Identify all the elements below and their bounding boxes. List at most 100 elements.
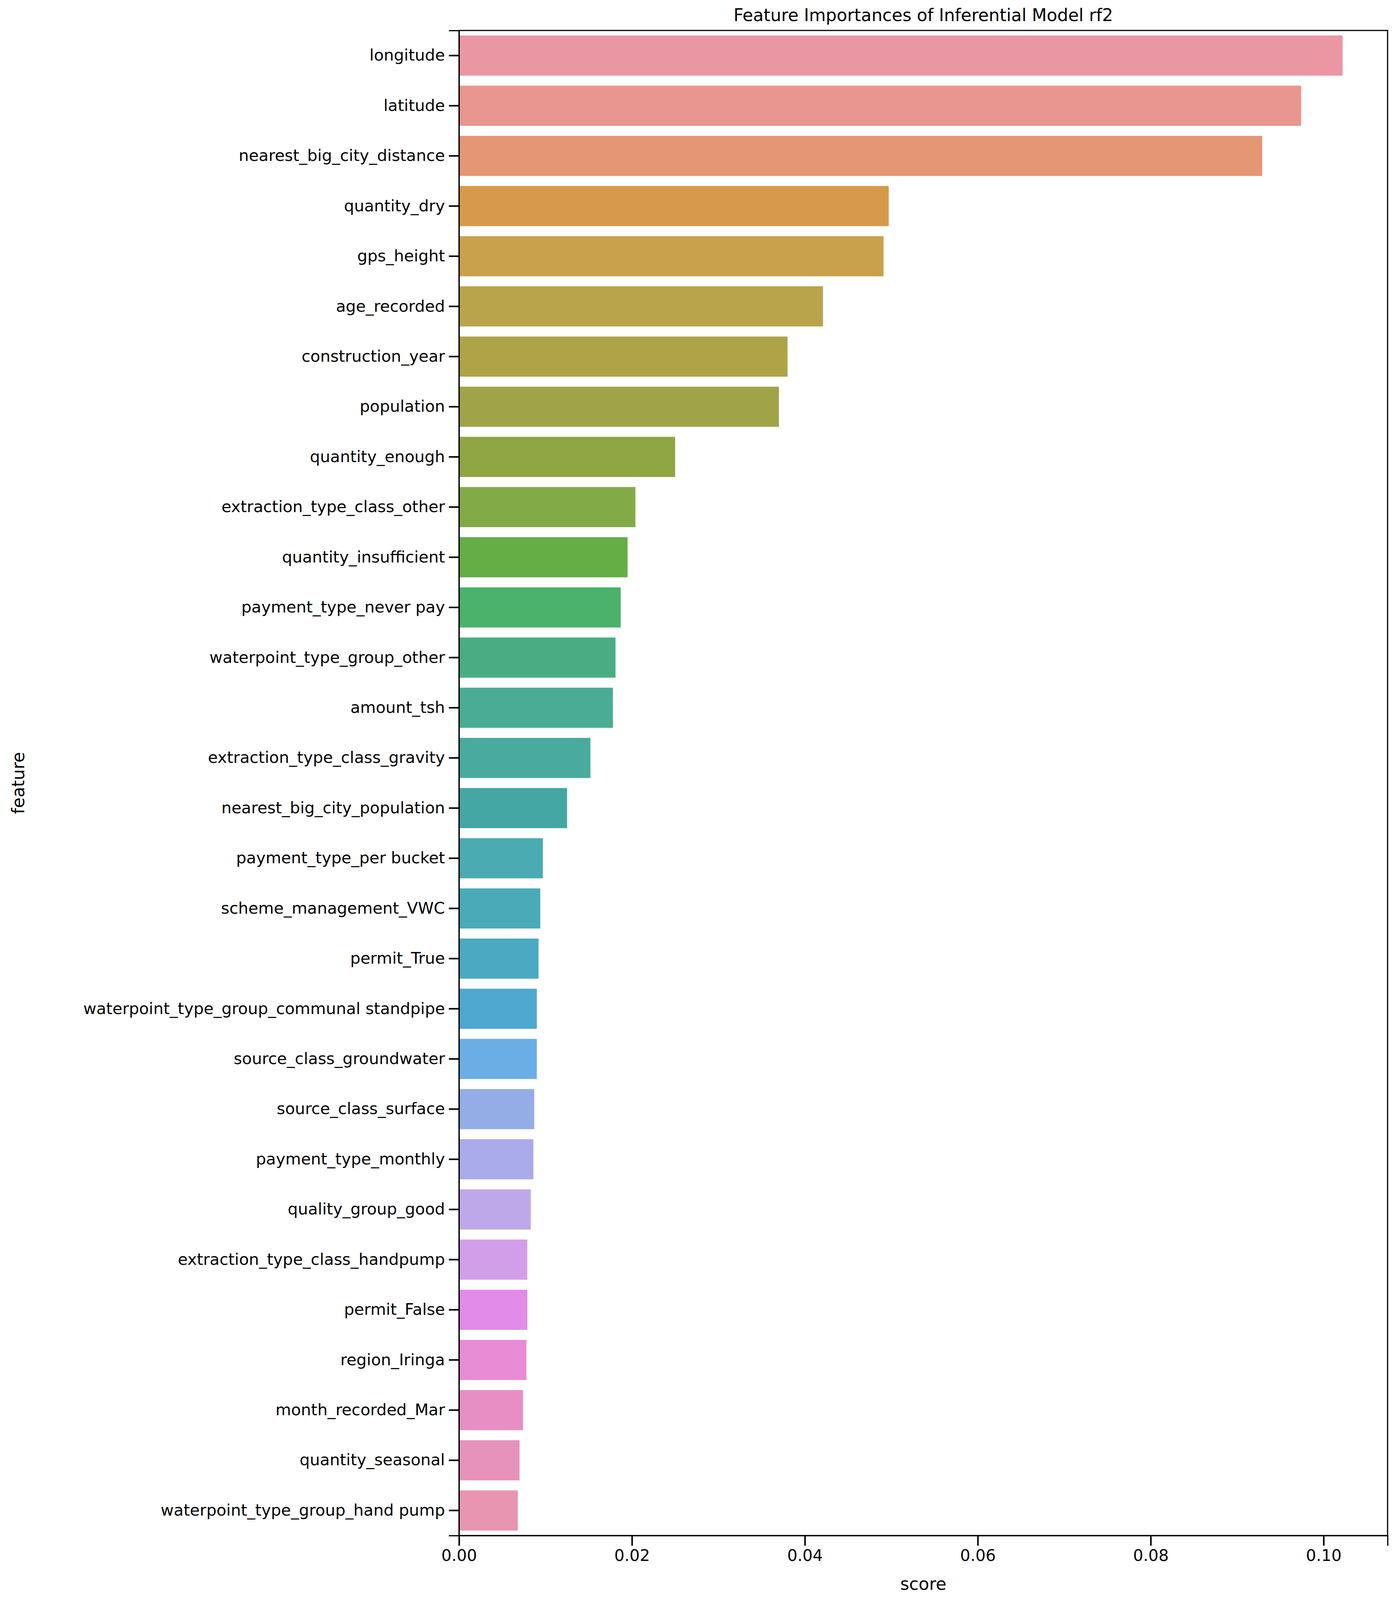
y-tick-label: age_recorded [335, 296, 445, 316]
x-tick-label: 0.02 [614, 1546, 650, 1565]
y-tick: month_recorded_Mar [275, 1400, 460, 1420]
y-tick-label: nearest_big_city_population [221, 798, 445, 818]
y-tick-label: nearest_big_city_distance [238, 146, 445, 165]
x-tick-label: 0.06 [960, 1546, 996, 1565]
x-tick-mark [804, 1535, 806, 1546]
y-tick: extraction_type_class_handpump [177, 1250, 460, 1269]
y-tick-label: source_class_surface [276, 1099, 445, 1119]
y-tick-mark [448, 1108, 460, 1110]
y-tick-mark [448, 405, 460, 408]
y-tick: quantity_enough [309, 447, 460, 467]
x-tick: 0.00 [441, 1535, 477, 1565]
y-tick: quantity_dry [343, 196, 460, 216]
y-tick: population [359, 396, 460, 416]
bar [459, 1440, 520, 1481]
y-tick: permit_False [344, 1300, 460, 1319]
bar [459, 637, 616, 678]
y-tick: nearest_big_city_distance [238, 146, 460, 165]
y-tick-mark [448, 1259, 460, 1261]
y-tick: amount_tsh [350, 698, 460, 717]
bar [459, 1390, 524, 1431]
bar [459, 1339, 527, 1381]
y-tick: waterpoint_type_group_hand pump [160, 1500, 460, 1520]
y-tick: permit_True [350, 948, 460, 968]
y-tick-label: scheme_management_VWC [221, 898, 445, 918]
x-tick-label: 0.00 [441, 1546, 477, 1565]
x-axis-title: score [900, 1573, 947, 1594]
y-tick-label: longitude [369, 45, 445, 65]
bar [459, 787, 568, 829]
x-tick: 0.08 [1132, 1535, 1169, 1565]
y-tick: region_Iringa [340, 1350, 460, 1370]
y-tick-label: extraction_type_class_other [221, 497, 445, 517]
y-tick-label: construction_year [301, 346, 445, 366]
bar [459, 988, 537, 1029]
y-tick-mark [448, 105, 460, 107]
y-tick: source_class_surface [276, 1099, 460, 1119]
bar [459, 737, 591, 779]
x-tick-mark [631, 1535, 633, 1546]
y-tick-mark [448, 1409, 460, 1412]
bar [459, 1289, 528, 1331]
y-tick: payment_type_monthly [255, 1149, 460, 1169]
x-tick: 0.02 [614, 1535, 650, 1565]
y-tick-mark [448, 1509, 460, 1512]
y-tick-mark [448, 807, 460, 810]
x-tick-mark [1323, 1535, 1325, 1546]
y-tick-mark [448, 606, 460, 609]
y-tick-label: quantity_dry [343, 196, 445, 216]
y-tick: nearest_big_city_population [221, 798, 460, 818]
y-axis-line [448, 30, 460, 1537]
y-tick-mark [448, 355, 460, 358]
bar [459, 587, 621, 628]
y-tick-mark [448, 907, 460, 910]
bar [459, 938, 539, 979]
y-tick: quantity_seasonal [299, 1450, 460, 1470]
y-tick-label: waterpoint_type_group_hand pump [160, 1500, 445, 1520]
bar [459, 687, 613, 728]
y-tick: age_recorded [335, 296, 460, 316]
y-tick-label: region_Iringa [340, 1350, 445, 1370]
bar [459, 35, 1343, 76]
y-tick: longitude [369, 45, 460, 65]
y-axis: longitude latitude nearest_big_city_distan… [83, 30, 460, 1537]
y-tick: extraction_type_class_gravity [207, 748, 460, 767]
y-tick-label: population [359, 396, 445, 416]
y-tick: construction_year [301, 346, 460, 366]
y-tick-label: latitude [383, 96, 445, 115]
x-tick-mark [1150, 1535, 1152, 1546]
y-tick: extraction_type_class_other [221, 497, 460, 517]
bar [459, 236, 884, 277]
y-tick: gps_height [357, 246, 460, 266]
y-tick: latitude [383, 96, 460, 115]
bar [459, 336, 788, 377]
y-tick-label: extraction_type_class_gravity [207, 748, 445, 767]
y-tick-mark [448, 1359, 460, 1361]
y-tick: quality_group_good [287, 1199, 460, 1219]
bar [459, 286, 824, 327]
y-tick-label: gps_height [357, 246, 445, 266]
bar [459, 436, 676, 477]
y-tick-label: waterpoint_type_group_other [209, 648, 445, 667]
y-tick-mark [448, 305, 460, 308]
y-tick-mark [448, 656, 460, 659]
x-tick-mark [977, 1535, 979, 1546]
bar [459, 537, 628, 578]
bar [459, 1139, 534, 1180]
x-tick-label: 0.04 [787, 1546, 823, 1565]
y-tick-label: quality_group_good [287, 1199, 445, 1219]
y-tick-label: month_recorded_Mar [275, 1400, 445, 1420]
y-tick-mark [448, 255, 460, 258]
y-tick-mark [448, 1309, 460, 1311]
y-tick-mark [448, 205, 460, 208]
y-tick-mark [448, 1158, 460, 1161]
y-tick-mark [448, 707, 460, 709]
y-tick-label: permit_True [350, 948, 445, 968]
bar [459, 487, 636, 528]
bars [459, 35, 1343, 1531]
y-tick-label: extraction_type_class_handpump [177, 1250, 445, 1269]
y-tick-mark [448, 556, 460, 559]
y-tick-mark [448, 1058, 460, 1060]
x-tick-label: 0.10 [1305, 1546, 1342, 1565]
bar [459, 1089, 535, 1130]
